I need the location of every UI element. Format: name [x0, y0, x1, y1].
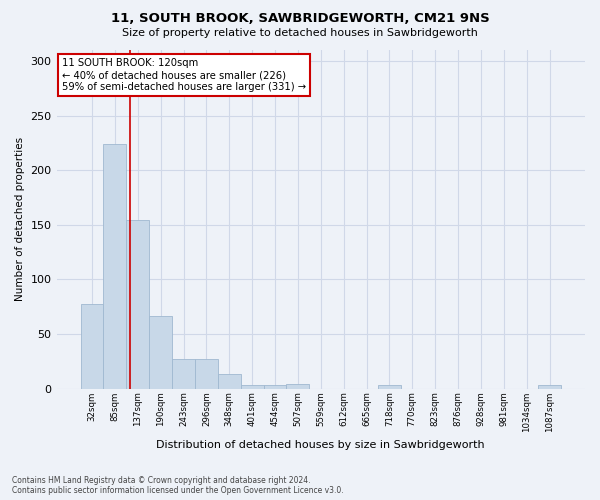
Bar — [263, 385, 286, 388]
Bar — [149, 316, 172, 388]
Bar — [286, 384, 310, 388]
Bar — [127, 220, 149, 388]
Bar — [80, 304, 103, 388]
Y-axis label: Number of detached properties: Number of detached properties — [15, 137, 25, 302]
Text: 11, SOUTH BROOK, SAWBRIDGEWORTH, CM21 9NS: 11, SOUTH BROOK, SAWBRIDGEWORTH, CM21 9N… — [110, 12, 490, 26]
Bar — [172, 359, 195, 388]
Bar — [218, 374, 241, 388]
Text: Size of property relative to detached houses in Sawbridgeworth: Size of property relative to detached ho… — [122, 28, 478, 38]
Bar — [103, 144, 127, 388]
Bar — [378, 385, 401, 388]
Text: 11 SOUTH BROOK: 120sqm
← 40% of detached houses are smaller (226)
59% of semi-de: 11 SOUTH BROOK: 120sqm ← 40% of detached… — [62, 58, 306, 92]
Bar — [241, 385, 263, 388]
X-axis label: Distribution of detached houses by size in Sawbridgeworth: Distribution of detached houses by size … — [157, 440, 485, 450]
Bar — [538, 385, 561, 388]
Bar — [195, 359, 218, 388]
Text: Contains HM Land Registry data © Crown copyright and database right 2024.
Contai: Contains HM Land Registry data © Crown c… — [12, 476, 344, 495]
